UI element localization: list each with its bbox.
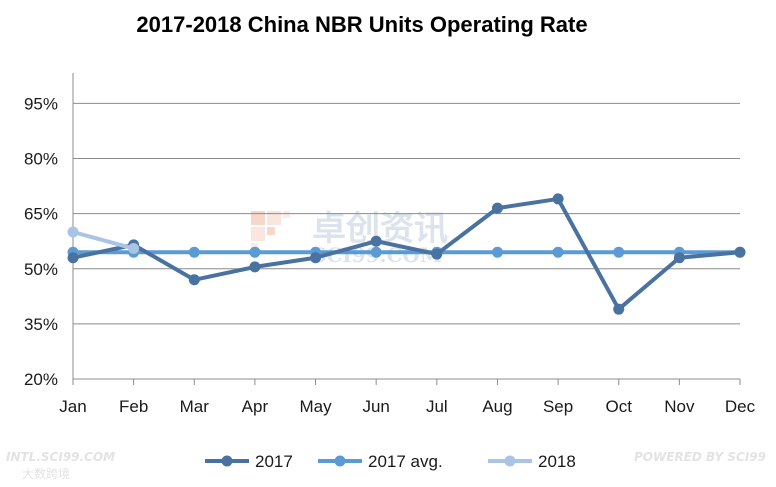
data-point [67,252,79,264]
legend-label: 2017 avg. [368,452,443,471]
x-tick-label: Apr [242,397,269,416]
x-tick-label: May [299,397,332,416]
data-point [613,246,625,258]
x-tick-label: Dec [725,397,756,416]
watermark-logo [251,211,290,250]
footer-site: INTL.SCI99.COM [6,450,115,464]
legend-marker [334,455,346,467]
data-point [370,235,382,247]
y-tick-label: 80% [24,150,58,169]
y-tick-label: 95% [24,94,58,113]
x-tick-label: Sep [543,397,573,416]
legend-item-2017-avg: 2017 avg. [318,452,443,471]
x-tick-label: Oct [606,397,633,416]
footer-powered-by: POWERED BY SCI99 [634,450,766,464]
data-point [370,246,382,258]
watermark: 卓创资讯 SCI99.COM [251,209,448,267]
y-tick-label: 35% [24,315,58,334]
data-point [491,246,503,258]
legend-marker [221,455,233,467]
data-point [128,243,140,255]
data-point [67,226,79,238]
series-2017 [67,193,746,315]
data-point [249,261,261,273]
y-axis-ticks: 20% 35% 50% 65% 80% 95% [24,94,58,389]
x-axis-ticks: Jan Feb Mar Apr May Jun Jul Aug Sep Oct Nov Dec [59,379,756,416]
x-tick-label: Jan [59,397,86,416]
data-point [613,303,625,315]
legend-label: 2018 [538,452,576,471]
axes [72,73,740,380]
x-tick-label: Jul [426,397,448,416]
data-point [431,248,443,260]
series-2018 [67,226,140,255]
legend-item-2018: 2018 [488,452,576,471]
legend-item-2017: 2017 [205,452,293,471]
legend: 2017 2017 avg. 2018 [205,452,576,471]
y-tick-label: 65% [24,205,58,224]
legend-marker [504,455,516,467]
data-point [249,246,261,258]
footer-brand: 大数跨境 [22,466,70,481]
data-point [491,202,503,214]
y-tick-label: 20% [24,370,58,389]
legend-label: 2017 [255,452,293,471]
x-tick-label: Feb [119,397,148,416]
data-point [552,246,564,258]
data-point [188,246,200,258]
data-point [673,252,685,264]
x-tick-label: Nov [664,397,695,416]
data-point [188,274,200,286]
data-point [734,246,746,258]
series-layer [67,193,746,315]
x-tick-label: Mar [180,397,210,416]
data-point [552,193,564,205]
chart-title: 2017-2018 China NBR Units Operating Rate [136,12,587,37]
x-tick-label: Aug [482,397,512,416]
x-tick-label: Jun [362,397,389,416]
data-point [310,252,322,264]
series-line-2018 [72,230,135,251]
y-tick-label: 50% [24,260,58,279]
series-line-2017 [72,196,741,312]
